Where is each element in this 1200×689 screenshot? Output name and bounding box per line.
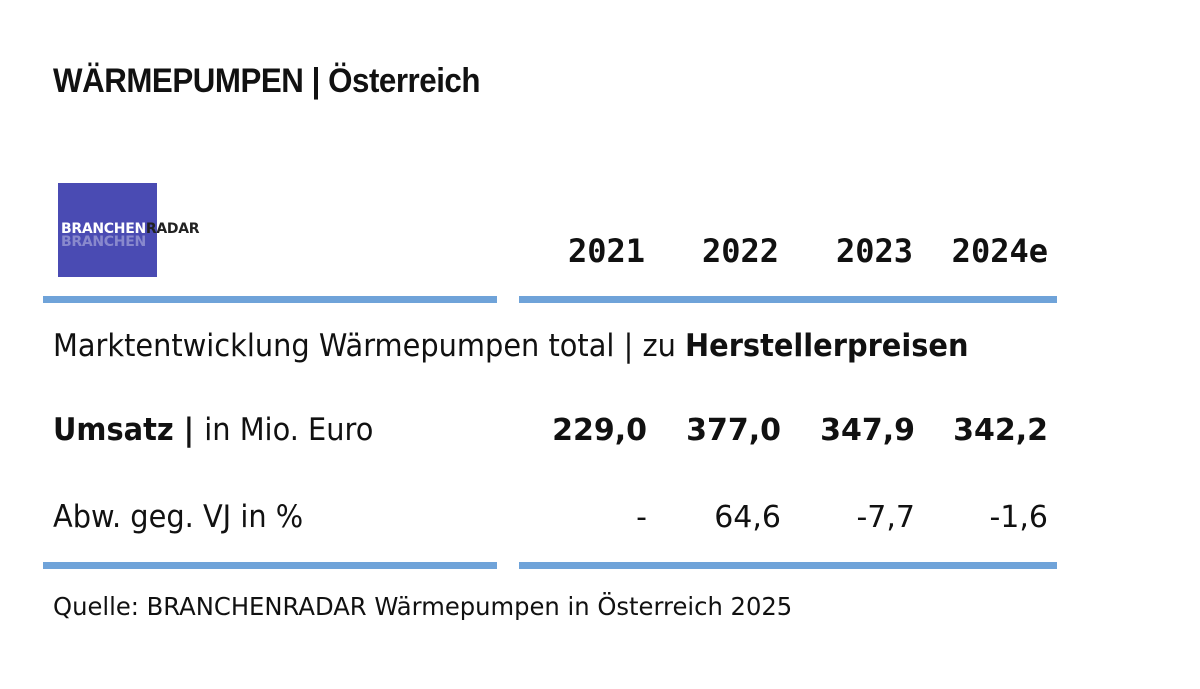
page-title: WÄRMEPUMPEN | Österreich xyxy=(53,62,481,100)
cell-abweichung-2022: 64,6 xyxy=(714,500,781,535)
cell-abweichung-2024e: -1,6 xyxy=(989,500,1048,535)
cell-umsatz-2023: 347,9 xyxy=(820,413,915,448)
cell-umsatz-2024e: 342,2 xyxy=(953,413,1048,448)
cell-umsatz-2022: 377,0 xyxy=(686,413,781,448)
section-title: Marktentwicklung Wärmepumpen total | zu … xyxy=(53,328,969,364)
header-rule-left xyxy=(43,296,497,303)
logo-shadow-text: BRANCHEN xyxy=(61,234,146,250)
column-header-2022: 2022 xyxy=(701,232,779,270)
cell-abweichung-2021: - xyxy=(636,500,647,535)
cell-umsatz-2021: 229,0 xyxy=(552,413,647,448)
cell-abweichung-2023: -7,7 xyxy=(856,500,915,535)
row-label-umsatz: Umsatz | in Mio. Euro xyxy=(53,412,374,448)
column-header-2021: 2021 xyxy=(567,232,645,270)
row-label-abweichung: Abw. geg. VJ in % xyxy=(53,499,304,535)
logo-text-light: BRANCHEN xyxy=(61,221,146,237)
header-rule-right xyxy=(519,296,1057,303)
column-header-2024e: 2024e xyxy=(951,232,1048,270)
footer-rule-left xyxy=(43,562,497,569)
logo-text-dark: RADAR xyxy=(145,221,200,237)
logo-text: BRANCHENRADAR xyxy=(61,221,200,237)
branchenradar-logo xyxy=(58,183,157,277)
source-note: Quelle: BRANCHENRADAR Wärmepumpen in Öst… xyxy=(53,592,793,621)
footer-rule-right xyxy=(519,562,1057,569)
column-header-2023: 2023 xyxy=(835,232,913,270)
